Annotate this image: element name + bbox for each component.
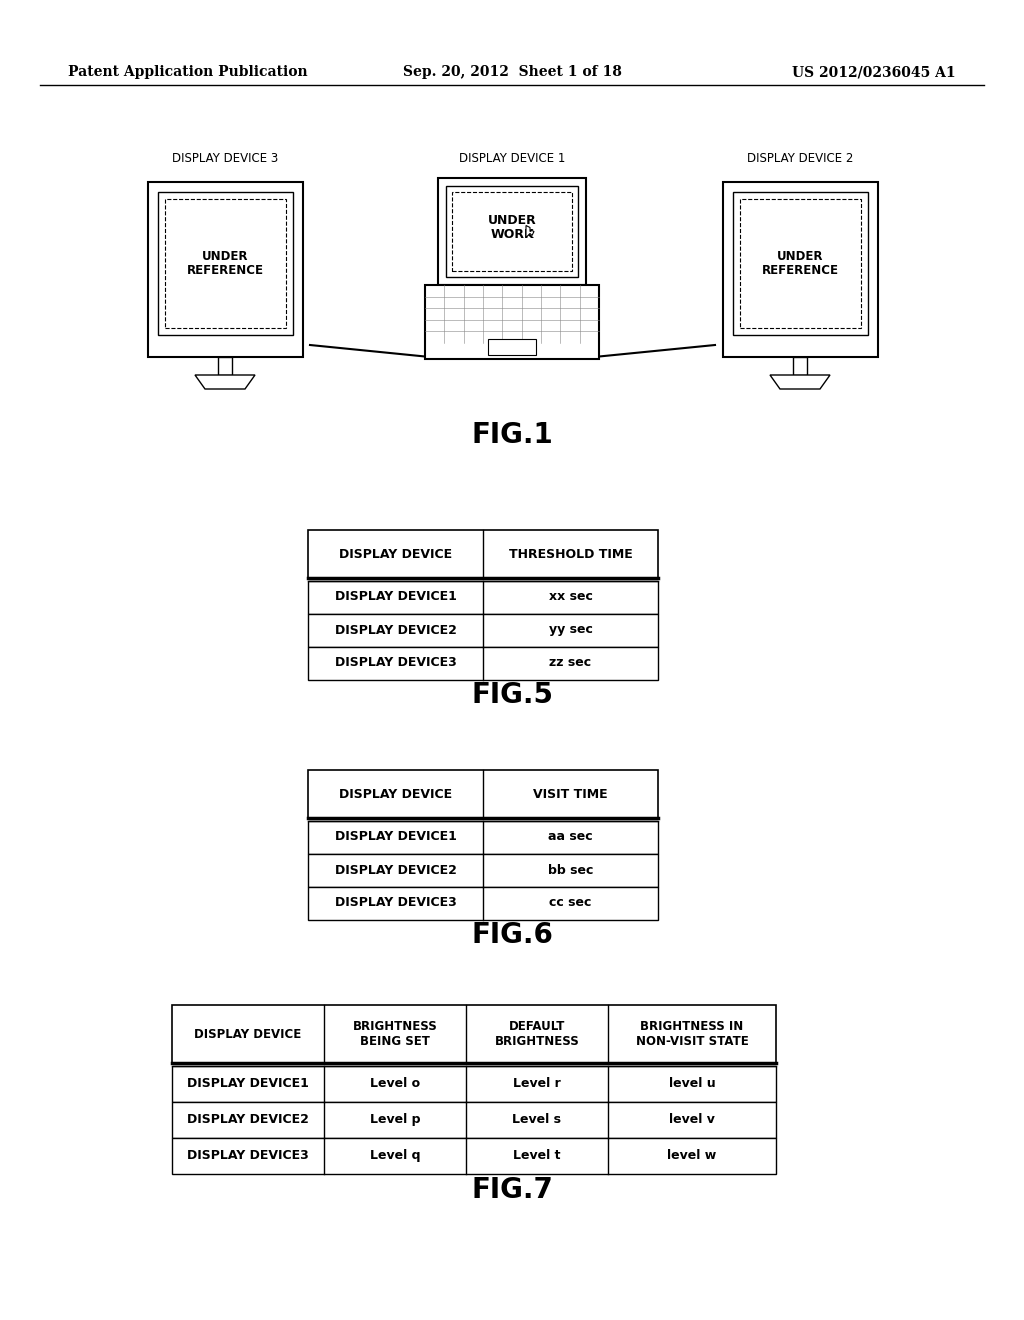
- Text: FIG.7: FIG.7: [471, 1176, 553, 1204]
- Bar: [308, 647, 658, 680]
- Bar: [158, 191, 293, 335]
- Text: DISPLAY DEVICE 2: DISPLAY DEVICE 2: [746, 152, 853, 165]
- Bar: [723, 182, 878, 356]
- Text: Level t: Level t: [513, 1148, 561, 1162]
- Text: bb sec: bb sec: [548, 863, 593, 876]
- Bar: [438, 178, 586, 285]
- Bar: [172, 1101, 776, 1138]
- Text: level u: level u: [669, 1077, 716, 1090]
- Text: DISPLAY DEVICE2: DISPLAY DEVICE2: [335, 863, 457, 876]
- Text: DEFAULT
BRIGHTNESS: DEFAULT BRIGHTNESS: [495, 1020, 580, 1048]
- Text: DISPLAY DEVICE1: DISPLAY DEVICE1: [187, 1077, 309, 1090]
- Text: Level q: Level q: [370, 1148, 420, 1162]
- Text: DISPLAY DEVICE3: DISPLAY DEVICE3: [335, 896, 457, 909]
- Bar: [793, 356, 807, 375]
- Bar: [165, 199, 286, 327]
- Text: FIG.5: FIG.5: [471, 681, 553, 709]
- Bar: [732, 191, 867, 335]
- Text: DISPLAY DEVICE 1: DISPLAY DEVICE 1: [459, 152, 565, 165]
- Text: cc sec: cc sec: [549, 896, 592, 909]
- Text: Patent Application Publication: Patent Application Publication: [68, 65, 307, 79]
- Bar: [487, 339, 537, 355]
- Polygon shape: [526, 226, 534, 238]
- Text: aa sec: aa sec: [548, 830, 593, 843]
- Polygon shape: [195, 375, 255, 389]
- Bar: [739, 199, 860, 327]
- Text: THRESHOLD TIME: THRESHOLD TIME: [509, 548, 633, 561]
- Text: DISPLAY DEVICE: DISPLAY DEVICE: [339, 788, 452, 800]
- Bar: [425, 285, 599, 359]
- Bar: [308, 854, 658, 887]
- Text: UNDER
REFERENCE: UNDER REFERENCE: [762, 249, 839, 277]
- Bar: [172, 1005, 776, 1063]
- Text: BRIGHTNESS IN
NON-VISIT STATE: BRIGHTNESS IN NON-VISIT STATE: [636, 1020, 749, 1048]
- Text: VISIT TIME: VISIT TIME: [534, 788, 608, 800]
- Text: DISPLAY DEVICE1: DISPLAY DEVICE1: [335, 590, 457, 603]
- Text: yy sec: yy sec: [549, 623, 593, 636]
- Text: level v: level v: [669, 1113, 715, 1126]
- Text: DISPLAY DEVICE: DISPLAY DEVICE: [339, 548, 452, 561]
- Text: level w: level w: [668, 1148, 717, 1162]
- Text: zz sec: zz sec: [550, 656, 592, 669]
- Bar: [446, 186, 578, 277]
- Text: Level r: Level r: [513, 1077, 561, 1090]
- Text: BRIGHTNESS
BEING SET: BRIGHTNESS BEING SET: [352, 1020, 437, 1048]
- Text: DISPLAY DEVICE3: DISPLAY DEVICE3: [187, 1148, 309, 1162]
- Text: FIG.1: FIG.1: [471, 421, 553, 449]
- Text: Level p: Level p: [370, 1113, 420, 1126]
- Text: US 2012/0236045 A1: US 2012/0236045 A1: [793, 65, 956, 79]
- Bar: [147, 182, 302, 356]
- Text: Level o: Level o: [370, 1077, 420, 1090]
- Text: FIG.6: FIG.6: [471, 921, 553, 949]
- Bar: [308, 531, 658, 578]
- Bar: [308, 821, 658, 854]
- Text: DISPLAY DEVICE3: DISPLAY DEVICE3: [335, 656, 457, 669]
- Bar: [452, 191, 572, 271]
- Bar: [172, 1138, 776, 1173]
- Bar: [308, 614, 658, 647]
- Polygon shape: [770, 375, 830, 389]
- Bar: [308, 581, 658, 614]
- Text: xx sec: xx sec: [549, 590, 593, 603]
- Text: DISPLAY DEVICE: DISPLAY DEVICE: [195, 1027, 302, 1040]
- Text: UNDER
WORK: UNDER WORK: [487, 214, 537, 242]
- Text: DISPLAY DEVICE 3: DISPLAY DEVICE 3: [172, 152, 279, 165]
- Text: UNDER
REFERENCE: UNDER REFERENCE: [186, 249, 263, 277]
- Text: Level s: Level s: [512, 1113, 561, 1126]
- Bar: [308, 887, 658, 920]
- Text: DISPLAY DEVICE2: DISPLAY DEVICE2: [335, 623, 457, 636]
- Text: Sep. 20, 2012  Sheet 1 of 18: Sep. 20, 2012 Sheet 1 of 18: [402, 65, 622, 79]
- Bar: [172, 1065, 776, 1101]
- Bar: [218, 356, 232, 375]
- Text: DISPLAY DEVICE1: DISPLAY DEVICE1: [335, 830, 457, 843]
- Text: DISPLAY DEVICE2: DISPLAY DEVICE2: [187, 1113, 309, 1126]
- Bar: [308, 770, 658, 818]
